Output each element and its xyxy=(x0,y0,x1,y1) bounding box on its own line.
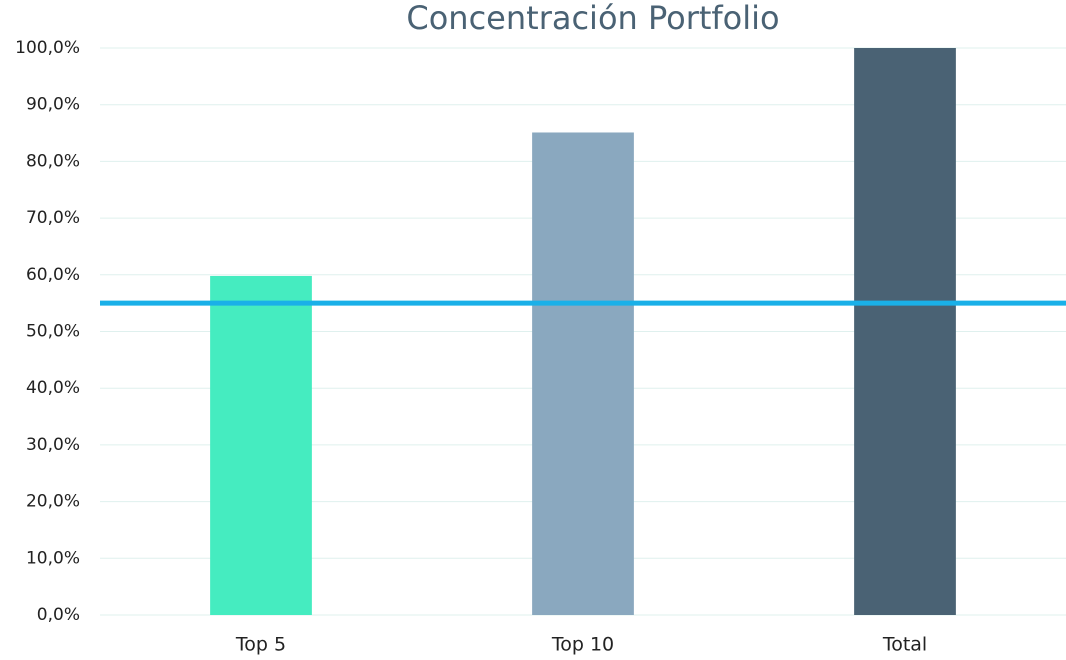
chart-title: Concentración Portfolio xyxy=(406,0,779,37)
y-tick-label: 80,0% xyxy=(26,151,80,171)
y-tick-label: 90,0% xyxy=(26,95,80,115)
y-tick-label: 60,0% xyxy=(26,265,80,285)
y-tick-label: 100,0% xyxy=(15,38,80,58)
bar xyxy=(532,132,634,615)
x-tick-label: Top 5 xyxy=(235,634,286,656)
bar xyxy=(210,275,312,615)
y-tick-label: 0,0% xyxy=(37,605,80,625)
y-tick-label: 30,0% xyxy=(26,435,80,455)
x-tick-label: Top 10 xyxy=(551,634,614,656)
y-tick-label: 20,0% xyxy=(26,492,80,512)
bar xyxy=(854,48,956,615)
y-tick-label: 70,0% xyxy=(26,208,80,228)
y-tick-label: 40,0% xyxy=(26,378,80,398)
x-tick-label: Total xyxy=(882,634,927,656)
y-tick-label: 10,0% xyxy=(26,548,80,568)
y-tick-label: 50,0% xyxy=(26,322,80,342)
